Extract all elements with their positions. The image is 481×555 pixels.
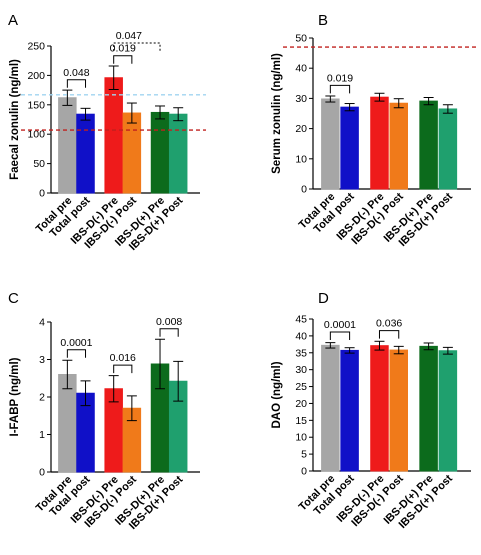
- bar: [58, 97, 77, 194]
- y-tick-label: 35: [295, 347, 307, 359]
- y-tick-label: 10: [295, 153, 307, 165]
- y-tick-label: 10: [295, 432, 307, 444]
- bar: [321, 98, 340, 190]
- significance-bracket: [66, 79, 87, 88]
- bar: [150, 111, 170, 194]
- panel-label: D: [318, 290, 329, 307]
- p-value-label: 0.047: [116, 30, 142, 42]
- y-tick-label: 50: [295, 33, 307, 45]
- y-tick-label: 40: [295, 330, 307, 342]
- significance-bracket: [329, 84, 351, 94]
- p-value-label: 0.036: [376, 318, 402, 330]
- significance-bracket: [113, 364, 133, 374]
- bar: [438, 350, 458, 472]
- y-tick-label: 0: [301, 466, 307, 478]
- y-tick-label: 150: [27, 99, 45, 111]
- y-tick-label: 30: [295, 93, 307, 105]
- p-value-label: 0.0001: [324, 319, 356, 331]
- bar: [370, 345, 389, 472]
- bar: [321, 344, 340, 472]
- y-axis-label: I-FABP (ng/ml): [9, 357, 21, 436]
- panel-label: C: [8, 290, 19, 307]
- p-value-label: 0.019: [327, 72, 353, 84]
- bar: [389, 102, 408, 190]
- y-tick-label: 0: [39, 467, 45, 479]
- p-value-label: 0.0001: [60, 337, 92, 349]
- y-tick-label: 45: [295, 314, 307, 326]
- bar: [340, 349, 359, 472]
- bar: [389, 349, 408, 472]
- significance-bracket: [113, 55, 133, 64]
- y-tick-label: 250: [27, 41, 45, 53]
- bar: [168, 113, 188, 194]
- y-tick-label: 2: [39, 392, 45, 404]
- bar: [76, 113, 95, 194]
- panel-label: B: [318, 12, 328, 29]
- bar: [122, 112, 142, 194]
- bar: [340, 106, 359, 190]
- y-tick-label: 25: [295, 381, 307, 393]
- y-tick-label: 200: [27, 70, 45, 82]
- y-tick-label: 5: [301, 449, 307, 461]
- significance-bracket: [113, 42, 161, 52]
- p-value-label: 0.019: [110, 43, 136, 55]
- y-tick-label: 0: [301, 184, 307, 196]
- p-value-label: 0.016: [110, 352, 136, 364]
- significance-bracket: [66, 349, 87, 358]
- y-tick-label: 1: [39, 429, 45, 441]
- bar: [438, 108, 458, 190]
- y-axis-label: DAO (ng/ml): [271, 361, 283, 428]
- bar: [419, 345, 438, 472]
- y-tick-label: 100: [27, 129, 45, 141]
- significance-bracket: [329, 331, 351, 341]
- panel-label: A: [8, 12, 18, 29]
- bar: [370, 96, 389, 190]
- y-tick-label: 50: [33, 158, 45, 170]
- y-axis-label: Faecal zonulin (ng/ml): [9, 59, 21, 180]
- significance-bracket: [378, 330, 400, 339]
- bar: [419, 100, 438, 190]
- y-tick-label: 40: [295, 63, 307, 75]
- y-axis-label: Serum zonulin (ng/ml): [271, 53, 283, 174]
- significance-bracket: [159, 328, 179, 337]
- y-tick-label: 30: [295, 364, 307, 376]
- p-value-label: 0.048: [63, 67, 89, 79]
- y-tick-label: 20: [295, 398, 307, 410]
- y-tick-label: 0: [39, 188, 45, 200]
- y-tick-label: 3: [39, 354, 45, 366]
- y-tick-label: 15: [295, 415, 307, 427]
- y-tick-label: 20: [295, 123, 307, 135]
- y-tick-label: 4: [39, 317, 45, 329]
- p-value-label: 0.008: [156, 316, 182, 328]
